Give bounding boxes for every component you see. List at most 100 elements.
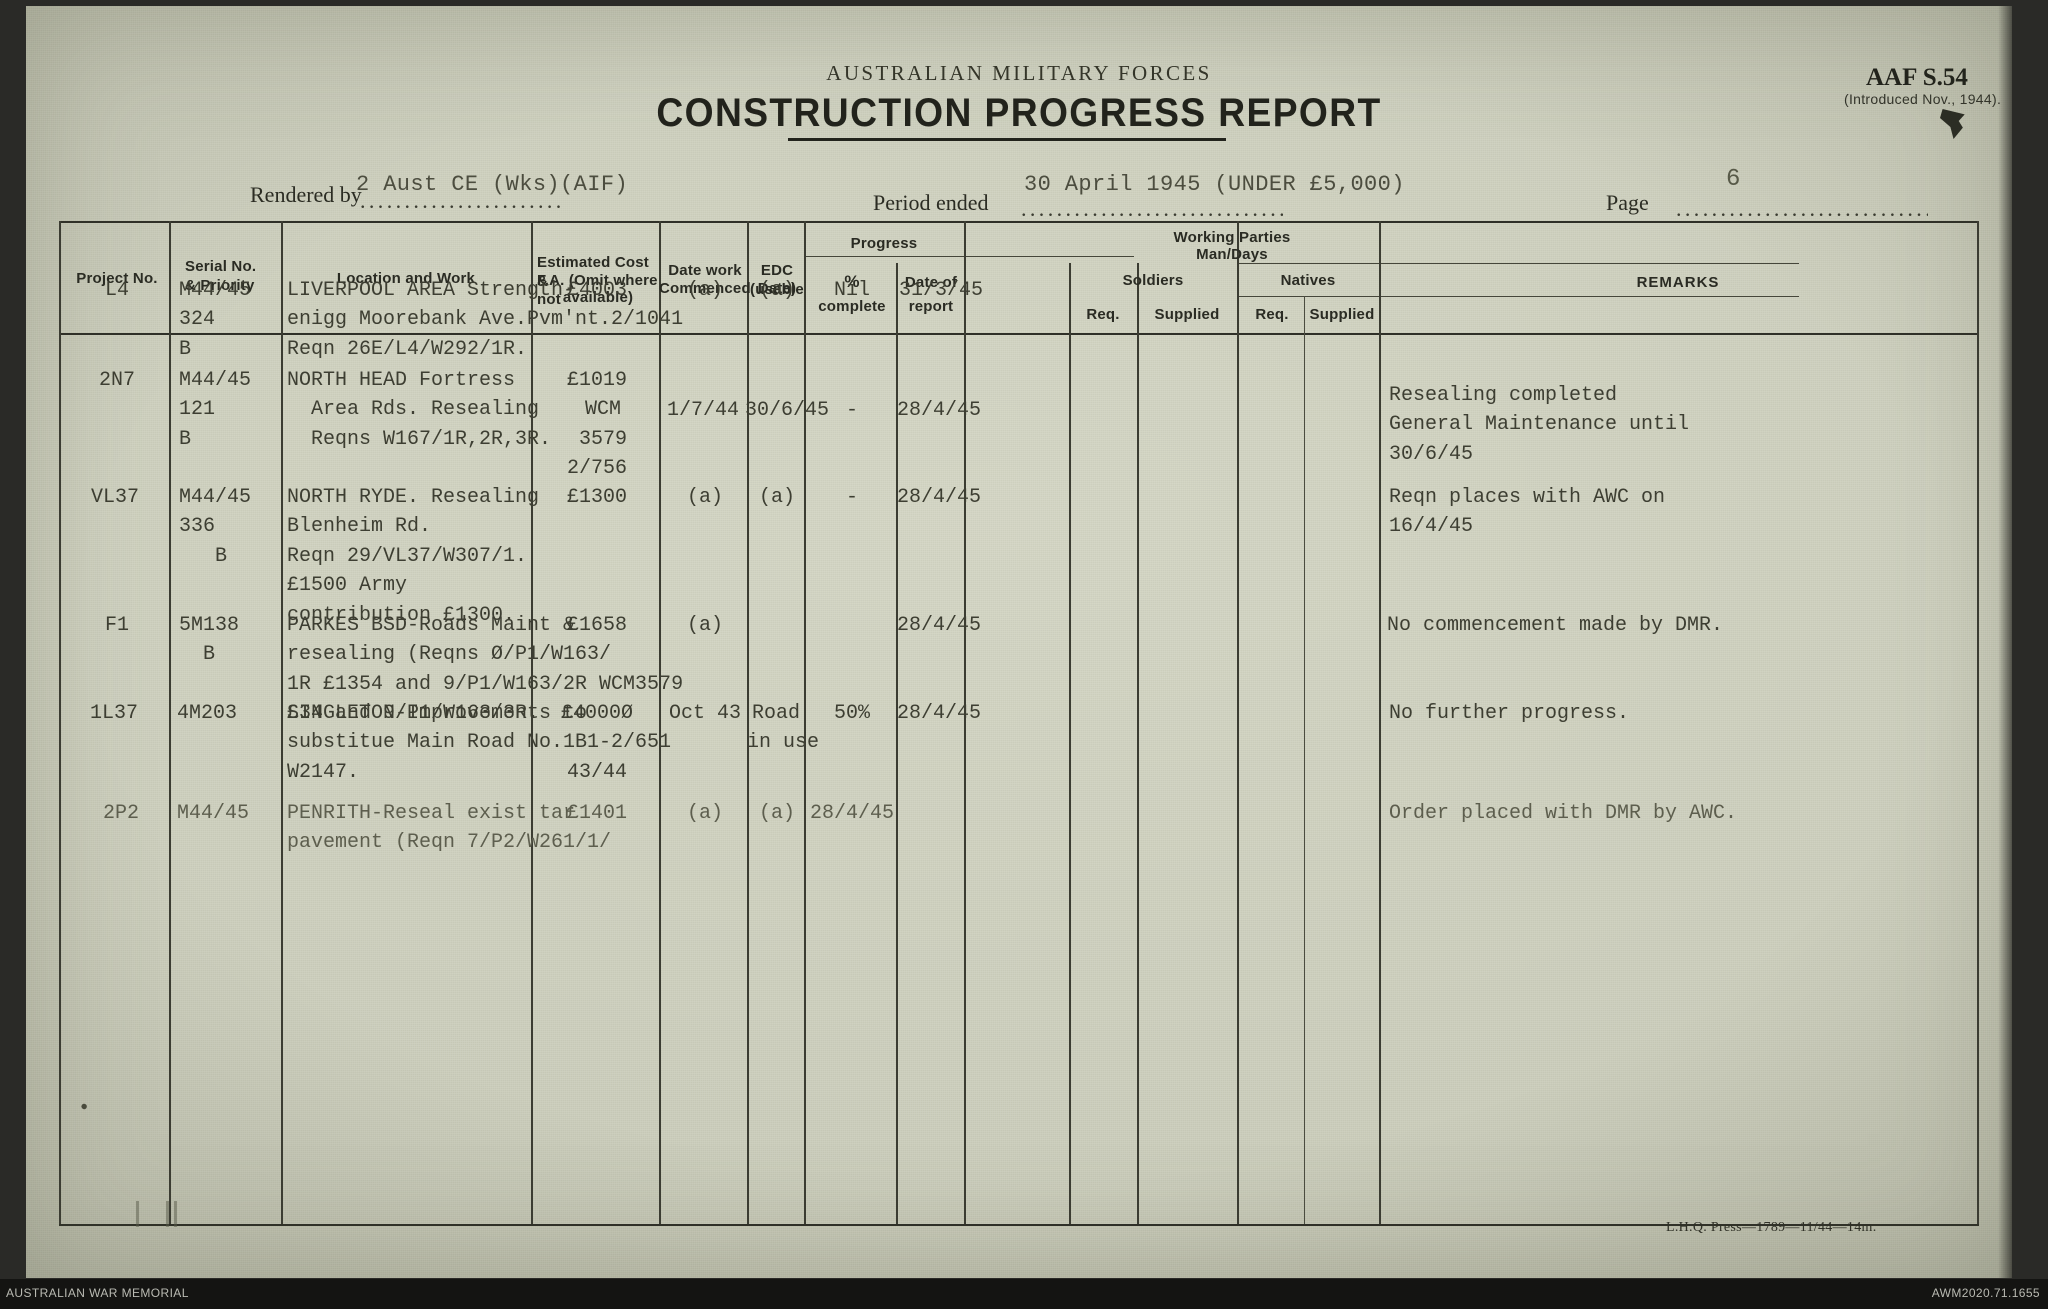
- col-border-natives: [1237, 221, 1239, 1224]
- row-1-project-no: 2N7: [98, 369, 135, 392]
- colhead-natives: Natives: [1280, 272, 1336, 289]
- colhead-location-and-work: Location and Work: [336, 270, 476, 287]
- row-5-estimated-cost: £1401: [566, 802, 627, 825]
- colhead-project-no: Project No.: [76, 270, 158, 287]
- colhead-date-commenced-l1: Date work: [668, 262, 742, 279]
- row-4-estimated-cost: £4000Ø 43/44: [560, 702, 633, 784]
- row-4-remarks: No further progress.: [1389, 702, 1630, 725]
- row-1-date-commenced: 1/7/44: [666, 399, 739, 422]
- colhead-natives-req: Req.: [1255, 306, 1289, 323]
- row-1-edc: 30/6/45: [745, 399, 830, 422]
- page-number-label: Page: [1606, 190, 1649, 215]
- rendered-by-label: Rendered by: [250, 182, 362, 207]
- row-5-edc: (a): [758, 802, 795, 825]
- institution-credit: AUSTRALIAN WAR MEMORIAL: [6, 1286, 189, 1300]
- row-3-estimated-cost: £1658: [566, 614, 627, 637]
- colhead-remarks: REMARKS: [1636, 274, 1720, 291]
- colhead-man-days: Man/Days: [1196, 246, 1268, 263]
- row-4-edc: Road in use: [747, 702, 820, 755]
- colhead-estimated-cost-l1: Estimated Cost &: [537, 254, 649, 291]
- table-top-border: [59, 221, 1979, 223]
- row-2-pct-complete: -: [845, 486, 858, 509]
- row-1-location-and-work: NORTH HEAD Fortress Area Rds. Resealing …: [287, 369, 552, 451]
- row-0-estimated-cost: £4003: [566, 279, 627, 302]
- colhead-pct-complete-l1: %: [844, 272, 860, 291]
- col-border-edc: [804, 221, 806, 1224]
- row-2-serial-priority: M44/45 336 B: [179, 486, 252, 568]
- progress-divider: [804, 256, 1134, 257]
- soldiers-natives-divider: [1237, 296, 1799, 297]
- row-0-date-of-report: 31/3/45: [899, 279, 984, 302]
- title-underline: [788, 138, 1226, 141]
- col-border-remarks: [1379, 221, 1381, 1224]
- col-border-left: [59, 221, 61, 1224]
- row-0-edc: (a): [758, 279, 795, 302]
- row-5-date-commenced: (a): [686, 802, 723, 825]
- colhead-edc-l2: Date): [757, 280, 797, 297]
- row-3-serial-priority: 5M138 B: [179, 614, 240, 667]
- row-2-project-no: VL37: [90, 486, 139, 509]
- colhead-serial-no: Serial No.: [185, 258, 257, 275]
- row-2-estimated-cost: £1300: [566, 486, 627, 509]
- row-4-pct-complete: 50%: [833, 702, 870, 725]
- col-border-project: [169, 221, 171, 1224]
- row-5-pct-complete: 28/4/45: [809, 802, 894, 825]
- col-border-cost: [659, 221, 661, 1224]
- row-3-location-and-work: PARKES BSD-Roads Maint & resealing (Reqn…: [287, 614, 684, 726]
- row-2-date-of-report: 28/4/45: [897, 486, 982, 509]
- ink-blot-mark: [1940, 109, 1965, 139]
- row-5-location-and-work: PENRITH-Reseal exist tar pavement (Reqn …: [287, 802, 612, 855]
- row-2-remarks: Reqn places with AWC on 16/4/45: [1389, 486, 1666, 539]
- colhead-date-commenced-l2: Commenced: [659, 280, 751, 297]
- organisation-heading: AUSTRALIAN MILITARY FORCES: [826, 61, 1212, 85]
- row-0-serial-priority: M44/45 324 B: [179, 279, 252, 361]
- colhead-progress: Progress: [850, 235, 918, 252]
- col-border-location: [531, 221, 533, 1224]
- period-ended-label: Period ended: [873, 190, 989, 215]
- form-code: AAF S.54: [1866, 64, 1968, 91]
- col-border-serial: [281, 221, 283, 1224]
- col-border-right: [1977, 221, 1979, 1224]
- accession-number: AWM2020.71.1655: [1931, 1286, 2040, 1300]
- colhead-priority: & Priority: [185, 277, 255, 294]
- row-1-serial-priority: M44/45 121 B: [179, 369, 252, 451]
- colhead-pct-complete-l2: complete: [818, 298, 886, 315]
- row-0-pct-complete: Nil: [833, 279, 870, 302]
- row-4-project-no: 1L37: [89, 702, 138, 725]
- row-1-pct-complete: -: [845, 399, 858, 422]
- row-0-project-no: L4: [104, 279, 129, 302]
- col-border-report: [964, 221, 966, 1224]
- colhead-edc-l1: EDC (usable: [750, 262, 804, 299]
- row-4-serial-priority: 4M203: [177, 702, 238, 725]
- row-5-project-no: 2P2: [102, 802, 139, 825]
- colhead-natives-supplied: Supplied: [1309, 306, 1375, 323]
- table-bottom-border: [59, 1224, 1979, 1226]
- page-number-dotted-rule: ................................: [1676, 196, 1928, 221]
- period-ended-dotted-rule: ................................: [1021, 196, 1283, 221]
- row-4-location-and-work: SINGLETON-Improvements to substitue Main…: [287, 702, 672, 784]
- colhead-soldiers-req: Req.: [1086, 306, 1120, 323]
- colhead-working-parties: Working Parties: [1173, 229, 1291, 246]
- row-3-date-commenced: (a): [686, 614, 723, 637]
- colhead-date-of-report-l1: Date of: [904, 274, 958, 291]
- row-3-date-of-report: 28/4/45: [897, 614, 982, 637]
- col-border-pct: [896, 263, 898, 1224]
- table-header-bottom-border: [59, 333, 1979, 335]
- row-0-location-and-work: LIVERPOOL AREA Strength- enigg Moorebank…: [287, 279, 684, 361]
- punch-hole-marks: [136, 1201, 206, 1231]
- document-sheet: AUSTRALIAN MILITARY FORCES CONSTRUCTION …: [26, 6, 2012, 1278]
- col-border-natives-req: [1304, 296, 1305, 1224]
- row-1-remarks: Resealing completed General Maintenance …: [1389, 384, 1690, 466]
- row-1-date-of-report: 28/4/45: [897, 399, 982, 422]
- viewer-footer-bar: AUSTRALIAN WAR MEMORIAL AWM2020.71.1655: [0, 1279, 2048, 1309]
- colhead-estimated-cost-l3: available): [562, 289, 634, 306]
- row-5-remarks: Order placed with DMR by AWC.: [1389, 802, 1738, 825]
- col-border-soldiers-req: [1069, 263, 1071, 1224]
- col-border-soldiers-supplied: [1137, 263, 1139, 1224]
- scan-edge-shadow: [1998, 6, 2012, 1278]
- colhead-date-of-report-l2: report: [908, 298, 954, 315]
- rendered-by-value: 2 Aust CE (Wks)(AIF): [356, 172, 629, 197]
- rendered-by-dotted-rule: ................................: [360, 188, 560, 213]
- form-introduced-note: (Introduced Nov., 1944).: [1844, 91, 2002, 107]
